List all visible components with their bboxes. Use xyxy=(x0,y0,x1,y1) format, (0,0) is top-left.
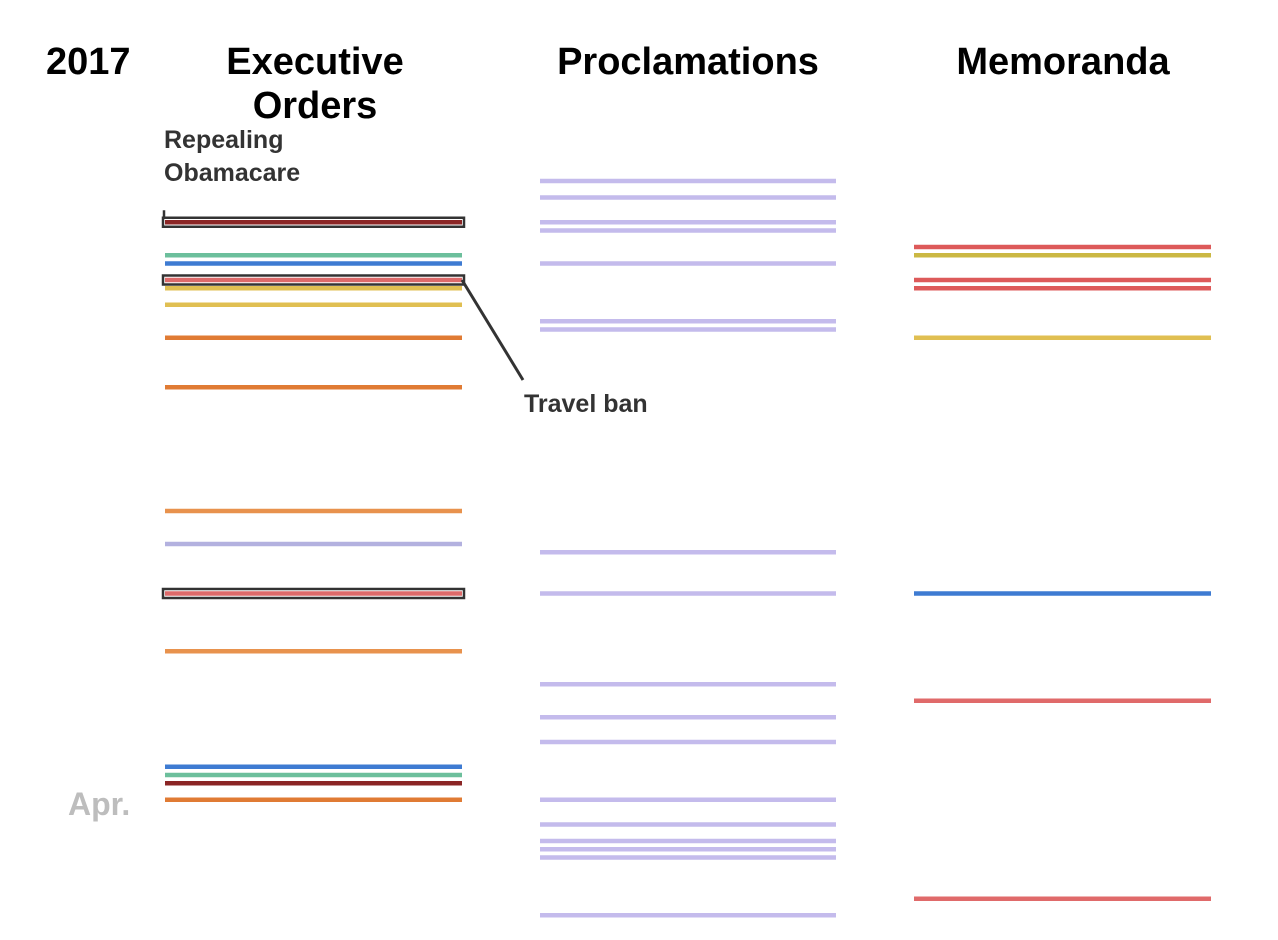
leader-line-travel-ban xyxy=(460,279,525,381)
annotation-repealing-obamacare: Repealing Obamacare xyxy=(164,126,301,187)
highlight-box-1 xyxy=(161,274,466,286)
column-title-memoranda: Memoranda xyxy=(956,41,1170,83)
annotation-travel-ban: Travel ban xyxy=(524,390,648,418)
column-title-executive-orders: Executive Orders xyxy=(226,41,404,127)
column-title-proclamations: Proclamations xyxy=(557,41,819,83)
highlight-box-2 xyxy=(161,587,466,600)
highlight-box-0 xyxy=(161,216,466,228)
year-label: 2017 xyxy=(46,41,131,83)
month-label-april: Apr. xyxy=(68,786,131,822)
